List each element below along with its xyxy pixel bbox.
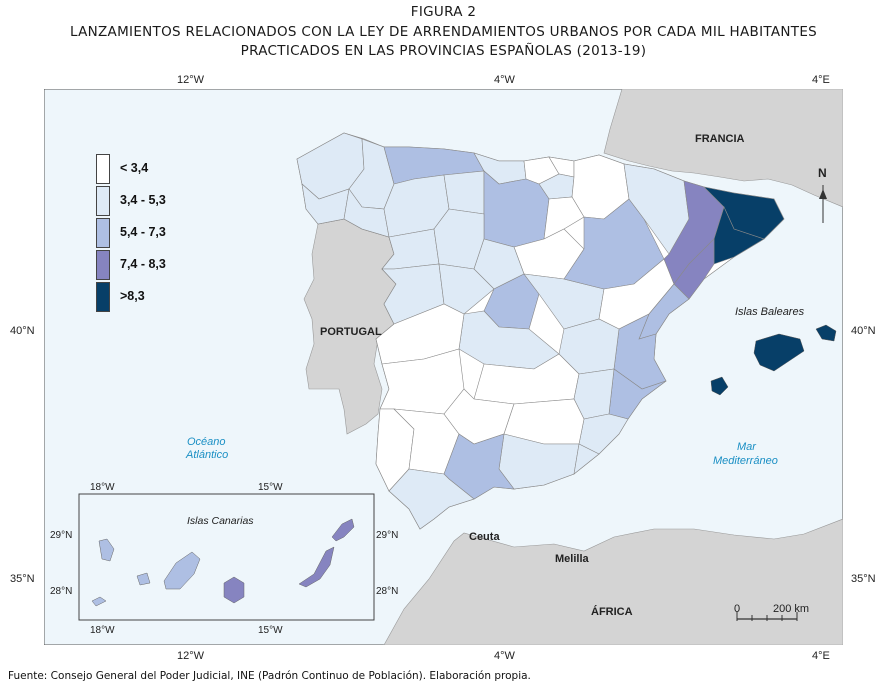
africa-land [383,518,843,645]
source-note: Fuente: Consejo General del Poder Judici… [8,670,531,682]
provinces [296,132,785,530]
north-arrow [819,185,827,223]
province-palencia [443,170,485,215]
menorca [815,324,837,342]
inset-right-29n: 29°N [376,530,399,541]
inset-bottom-15w: 15°W [258,625,283,636]
figure-title-line1: LANZAMIENTOS RELACIONADOS CON LA LEY DE … [69,24,818,40]
label-sea-1: Mar [737,441,756,453]
top-tick-4w: 4°W [494,74,515,86]
inset-top-18w: 18°W [90,482,115,493]
legend-label-5: >8,3 [120,289,145,303]
inset-right-28n: 28°N [376,586,399,597]
legend-swatch-1 [96,154,110,184]
province-avila [438,263,495,315]
province-la-rioja [543,196,585,240]
left-tick-40n: 40°N [10,325,35,337]
label-ceuta: Ceuta [469,531,500,543]
scale-bar [736,612,798,621]
inset-left-29n: 29°N [50,530,73,541]
fuerteventura [298,546,335,588]
figure-title-line2: PRACTICADOS EN LAS PROVINCIAS ESPAÑOLAS … [240,43,647,59]
legend-swatch-4 [96,250,110,280]
top-tick-4e: 4°E [812,74,830,86]
label-portugal: PORTUGAL [320,326,382,338]
lanzarote [331,518,355,542]
label-ocean-2: Atlántico [186,449,229,461]
province-cadiz [388,468,475,530]
la-palma [98,538,115,562]
label-ocean-1: Océano [187,436,226,448]
bottom-tick-4e: 4°E [812,650,830,662]
north-label: N [818,166,827,180]
top-tick-12w: 12°W [177,74,205,86]
gran-canaria [223,576,245,604]
inset-top-15w: 15°W [258,482,283,493]
label-baleares: Islas Baleares [735,306,805,318]
inset-title: Islas Canarias [187,515,254,527]
label-africa: ÁFRICA [591,606,633,618]
ibiza [710,376,729,396]
canarias-inset [78,493,375,621]
label-sea-2: Mediterráneo [713,455,778,467]
scale-distance: 200 km [773,603,810,615]
legend-label-4: 7,4 - 8,3 [120,257,166,271]
scale-zero: 0 [734,603,741,615]
left-tick-35n: 35°N [10,573,35,585]
map-frame [44,89,843,645]
bottom-tick-12w: 12°W [177,650,205,662]
legend-label-2: 3,4 - 5,3 [120,193,166,207]
la-gomera [136,572,151,586]
tenerife [163,551,201,590]
province-almeria [573,443,600,475]
france-land [603,89,843,208]
bottom-tick-4w: 4°W [494,650,515,662]
legend-swatch-3 [96,218,110,248]
el-hierro [91,596,107,607]
label-francia: FRANCIA [695,133,745,145]
inset-bottom-18w: 18°W [90,625,115,636]
legend-label-3: 5,4 - 7,3 [120,225,166,239]
legend-swatch-5 [96,282,110,312]
figure-label: FIGURA 2 [410,4,477,20]
inset-left-28n: 28°N [50,586,73,597]
right-tick-40n: 40°N [851,325,876,337]
right-tick-35n: 35°N [851,573,876,585]
label-melilla: Melilla [555,553,589,565]
legend-label-1: < 3,4 [120,161,149,175]
legend-swatch-2 [96,186,110,216]
mallorca [753,333,805,372]
